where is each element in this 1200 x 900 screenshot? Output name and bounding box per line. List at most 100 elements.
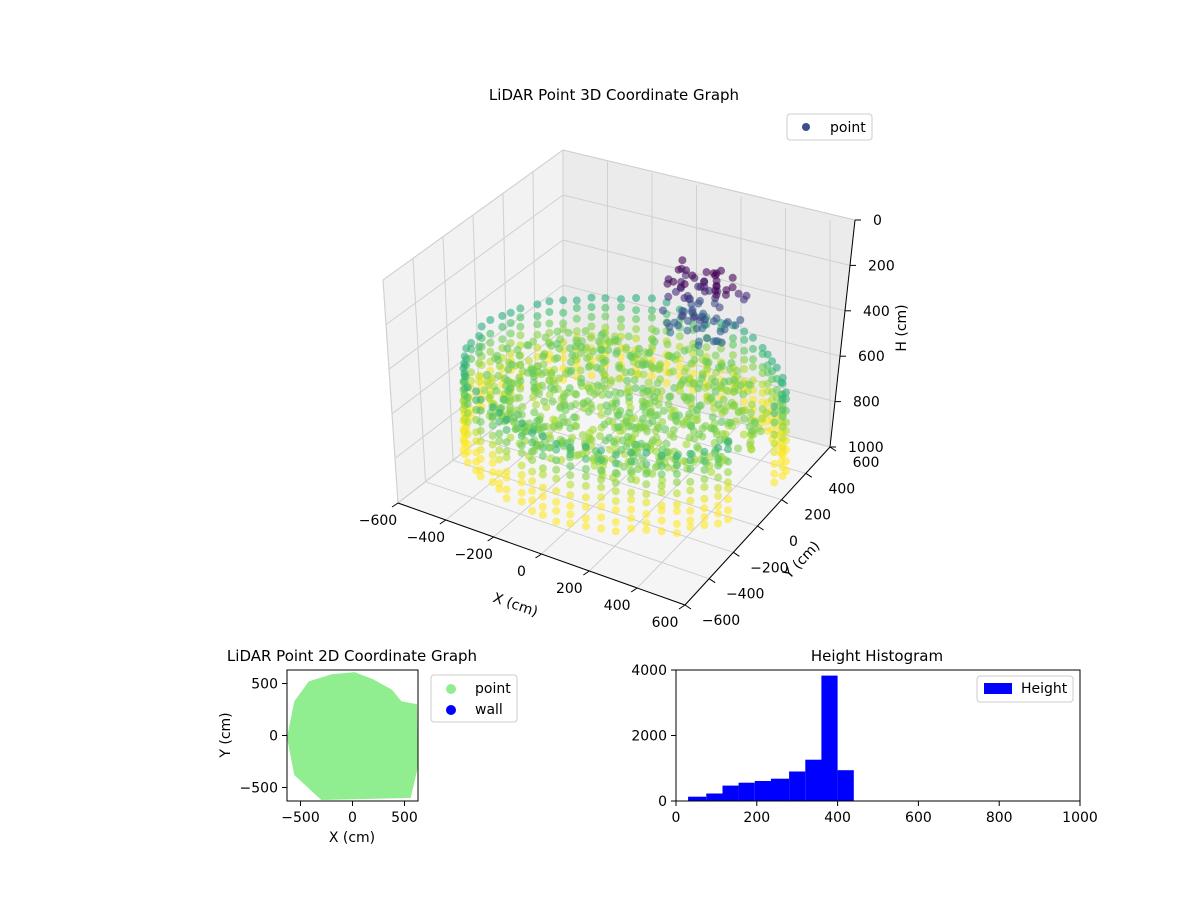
point-3d <box>552 474 561 483</box>
histogram-bar <box>688 796 707 801</box>
point-3d <box>498 311 507 320</box>
point-3d <box>642 448 651 457</box>
point-3d <box>492 386 501 395</box>
point-3d <box>612 349 621 358</box>
x-tick-label-3d: −400 <box>407 530 445 546</box>
point-3d <box>545 443 554 452</box>
point-3d <box>545 308 554 316</box>
point-3d <box>711 271 720 280</box>
point-cloud-2d <box>287 672 418 800</box>
y-tick-label-3d: −200 <box>750 560 788 576</box>
point-3d <box>744 380 753 389</box>
point-3d <box>462 344 471 353</box>
point-3d <box>581 454 590 463</box>
point-3d <box>502 447 511 456</box>
point-3d <box>632 334 641 343</box>
histogram-title: Height Histogram <box>811 647 943 665</box>
y-tick-3d <box>708 578 716 584</box>
point-3d <box>672 461 681 470</box>
point-3d <box>566 510 575 519</box>
point-3d <box>605 445 614 454</box>
point-3d <box>600 420 609 429</box>
point-3d <box>729 401 738 410</box>
point-3d <box>540 397 549 406</box>
point-3d <box>533 343 542 352</box>
point-3d <box>615 374 624 383</box>
point-3d <box>567 358 575 367</box>
point-3d <box>642 510 651 519</box>
point-3d <box>686 516 695 525</box>
point-3d <box>622 343 631 352</box>
point-3d <box>702 268 711 277</box>
point-3d <box>587 312 596 321</box>
point-3d <box>639 370 648 379</box>
point-3d <box>627 495 636 504</box>
point-3d <box>596 432 604 441</box>
point-3d <box>647 313 656 322</box>
point-3d <box>770 460 779 468</box>
point-3d <box>680 367 689 376</box>
point-3d <box>538 432 547 441</box>
point-3d <box>516 377 525 386</box>
point-3d <box>686 464 695 473</box>
point-3d <box>700 494 709 503</box>
point-3d <box>566 344 574 353</box>
point-3d <box>631 424 640 433</box>
point-3d <box>751 419 760 427</box>
point-3d <box>654 423 663 432</box>
point-3d <box>488 468 497 477</box>
point-3d <box>627 368 636 376</box>
point-3d <box>476 406 485 415</box>
point-3d <box>720 407 729 416</box>
point-3d <box>717 338 726 347</box>
point-3d <box>463 383 472 392</box>
point-3d <box>559 392 568 401</box>
point-3d <box>524 356 533 365</box>
point-3d <box>605 390 613 399</box>
point-3d <box>597 483 606 492</box>
point-3d <box>566 480 575 489</box>
point-3d <box>589 347 597 356</box>
z-tick-label-3d: 1000 <box>848 440 884 456</box>
point-3d <box>714 461 723 470</box>
legend-2d-point-marker <box>446 684 456 694</box>
point-3d <box>506 308 515 317</box>
point-3d <box>555 420 564 429</box>
x-tick-label-2d: 500 <box>391 810 418 826</box>
point-3d <box>716 327 725 336</box>
point-3d <box>625 393 634 402</box>
point-3d <box>717 266 725 275</box>
point-3d <box>504 386 513 395</box>
point-3d <box>721 290 730 299</box>
z-tick-label-3d: 200 <box>868 258 895 274</box>
point-3d <box>506 403 515 412</box>
point-3d <box>586 333 595 342</box>
point-3d <box>644 349 653 358</box>
point-3d <box>515 351 524 360</box>
point-3d <box>714 473 723 482</box>
point-3d <box>682 440 691 449</box>
point-3d <box>724 468 732 477</box>
point-3d <box>566 450 575 459</box>
point-3d <box>577 378 585 387</box>
point-3d <box>747 408 755 417</box>
x-tick-label-histogram: 600 <box>905 810 932 826</box>
point-3d <box>532 400 540 409</box>
point-3d <box>597 493 606 502</box>
point-3d <box>517 478 526 487</box>
lidar-3d-axes: LiDAR Point 3D Coordinate Graph −600 −400… <box>359 86 910 631</box>
point-3d <box>467 338 476 347</box>
point-3d <box>538 510 547 519</box>
point-3d <box>528 477 537 486</box>
point-3d <box>506 319 515 327</box>
point-3d <box>601 303 610 312</box>
point-3d <box>611 518 620 527</box>
point-3d <box>749 344 757 353</box>
point-3d <box>701 357 710 366</box>
point-3d <box>778 405 787 414</box>
point-3d <box>577 349 585 358</box>
point-3d <box>724 515 732 524</box>
point-3d <box>502 438 511 447</box>
point-3d <box>714 509 723 518</box>
point-3d <box>674 321 682 330</box>
